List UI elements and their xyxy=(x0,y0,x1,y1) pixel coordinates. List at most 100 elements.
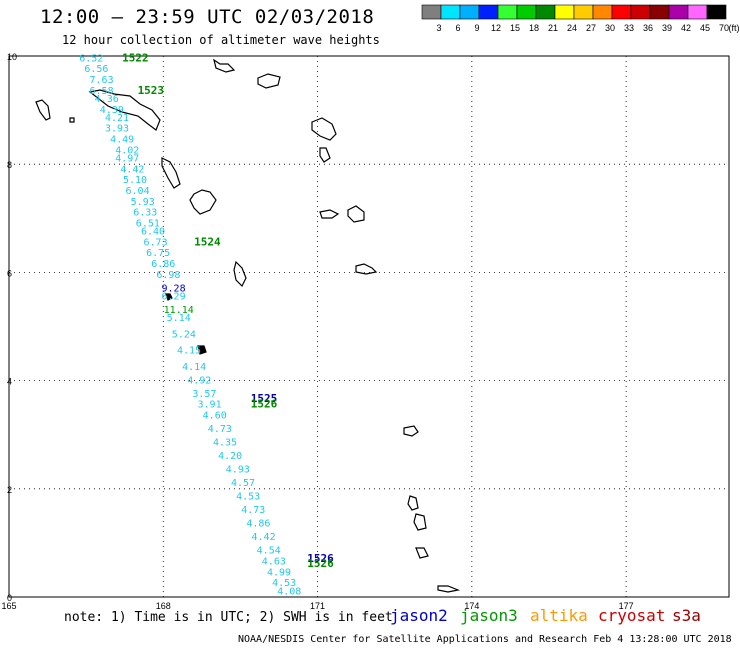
colorbar-label: 9 xyxy=(474,23,479,33)
swh-value-label: 7.63 xyxy=(90,75,114,86)
orbit-time-label: 1523 xyxy=(138,84,165,97)
colorbar-label: 3 xyxy=(436,23,441,33)
swh-value-label: 4.20 xyxy=(218,451,242,462)
y-tick-label: 6 xyxy=(7,268,12,278)
colorbar-swatch xyxy=(706,4,727,20)
swh-value-label: 4.53 xyxy=(272,578,296,589)
colorbar-unit: (ft) xyxy=(729,23,740,33)
legend-s3a: s3a xyxy=(672,606,701,625)
swh-value-label: 6.33 xyxy=(133,208,157,219)
swh-value-label: 4.08 xyxy=(277,586,301,597)
swh-value-label: 3.57 xyxy=(192,389,216,400)
units-note: note: 1) Time is in UTC; 2) SWH is in fe… xyxy=(64,610,393,625)
page-title: 12:00 – 23:59 UTC 02/03/2018 xyxy=(40,6,375,28)
colorbar-label: 21 xyxy=(548,23,558,33)
colorbar-label: 12 xyxy=(491,23,501,33)
axis-tick-labels: 165 168 171 174 177 0 2 4 6 8 10 xyxy=(1,52,633,611)
orbit-time-label: 1526 xyxy=(251,398,278,411)
colorbar-label: 36 xyxy=(643,23,653,33)
colorbar-legend: 3 6 9 12 15 18 21 24 27 30 33 36 39 42 45 70 (ft) xyxy=(421,4,740,33)
map-grid xyxy=(8,55,729,598)
swh-value-label: 4.99 xyxy=(267,567,291,578)
colorbar-swatch xyxy=(478,4,499,20)
colorbar-label: 42 xyxy=(681,23,691,33)
colorbar-label: 45 xyxy=(700,23,710,33)
colorbar-label: 70 xyxy=(719,23,729,33)
orbit-time-label: 1524 xyxy=(194,235,221,248)
orbit-time-label: 1526 xyxy=(307,552,334,565)
swh-value-label: 6.56 xyxy=(84,64,108,75)
swh-value-label: 6.86 xyxy=(151,259,175,270)
credit-line: NOAA/NESDIS Center for Satellite Applica… xyxy=(238,634,732,645)
swh-value-label: 5.10 xyxy=(123,175,147,186)
swh-value-label: 4.21 xyxy=(105,113,129,124)
swh-value-label: 4.35 xyxy=(213,438,237,449)
page-subtitle: 12 hour collection of altimeter wave hei… xyxy=(62,33,380,47)
legend-cryosat: cryosat xyxy=(598,606,666,625)
legend-altika: altika xyxy=(530,606,588,625)
swh-value-label: 4.86 xyxy=(246,519,270,530)
colorbar-swatch xyxy=(649,4,670,20)
colorbar-swatch xyxy=(687,4,708,20)
swh-value-label: 9.28 xyxy=(162,283,186,294)
swh-value-label: 5.14 xyxy=(167,313,191,324)
swh-value-label: 4.54 xyxy=(257,546,281,557)
y-tick-label: 2 xyxy=(7,485,12,495)
swh-value-label: 4.42 xyxy=(120,164,144,175)
colorbar-swatch xyxy=(554,4,575,20)
colorbar-swatch xyxy=(573,4,594,20)
swh-value-label: 4.49 xyxy=(110,135,134,146)
legend-jason2: jason2 xyxy=(390,606,448,625)
swh-value-label: 4.53 xyxy=(236,492,260,503)
x-tick-label: 171 xyxy=(310,601,325,611)
swh-value-label: 4.63 xyxy=(262,557,286,568)
swh-value-label: 4.57 xyxy=(231,478,255,489)
legend-jason3: jason3 xyxy=(460,606,518,625)
colorbar-swatch xyxy=(459,4,480,20)
swh-value-label: 5.24 xyxy=(172,329,196,340)
colorbar-swatch xyxy=(592,4,613,20)
swh-value-label: 11.14 xyxy=(164,305,194,316)
x-tick-label: 174 xyxy=(464,601,479,611)
orbit-time-label: 1525 xyxy=(251,392,278,405)
colorbar-label: 15 xyxy=(510,23,520,33)
swh-value-label: 5.93 xyxy=(131,197,155,208)
swh-value-label: 4.02 xyxy=(115,145,139,156)
swh-value-label: 4.42 xyxy=(252,532,276,543)
colorbar-swatch xyxy=(497,4,518,20)
colorbar-swatch xyxy=(421,4,442,20)
swh-value-label: 4.97 xyxy=(115,153,139,164)
swh-value-label: 4.36 xyxy=(95,94,119,105)
swh-value-label: 4.73 xyxy=(208,424,232,435)
swh-value-label: 6.75 xyxy=(146,248,170,259)
colorbar-swatch xyxy=(516,4,537,20)
swh-value-label: 4.73 xyxy=(241,505,265,516)
swh-value-label: 6.58 xyxy=(90,86,114,97)
colorbar-label: 39 xyxy=(662,23,672,33)
colorbar-label: 18 xyxy=(529,23,539,33)
colorbar-swatch xyxy=(440,4,461,20)
swh-value-label: 6.52 xyxy=(79,53,103,64)
colorbar-swatch xyxy=(611,4,632,20)
colorbar-label: 24 xyxy=(567,23,577,33)
orbit-time-label: 1522 xyxy=(122,51,148,64)
colorbar-swatch xyxy=(668,4,689,20)
colorbar-label: 6 xyxy=(455,23,460,33)
swh-value-label: 6.40 xyxy=(141,227,165,238)
colorbar-label: 30 xyxy=(605,23,615,33)
swh-value-label: 3.93 xyxy=(105,124,129,135)
swh-value-label: 6.29 xyxy=(162,291,186,302)
swh-value-label: 6.73 xyxy=(144,237,168,248)
y-tick-label: 4 xyxy=(7,377,12,387)
x-tick-label: 165 xyxy=(1,601,16,611)
swh-value-label: 4.93 xyxy=(226,465,250,476)
colorbar-label: 27 xyxy=(586,23,596,33)
swh-value-label: 6.04 xyxy=(126,186,150,197)
swh-value-label: 4.39 xyxy=(100,105,124,116)
colorbar-swatch xyxy=(630,4,651,20)
y-tick-label: 10 xyxy=(7,52,17,62)
swh-value-label: 4.92 xyxy=(187,375,211,386)
y-tick-label: 8 xyxy=(7,160,12,170)
